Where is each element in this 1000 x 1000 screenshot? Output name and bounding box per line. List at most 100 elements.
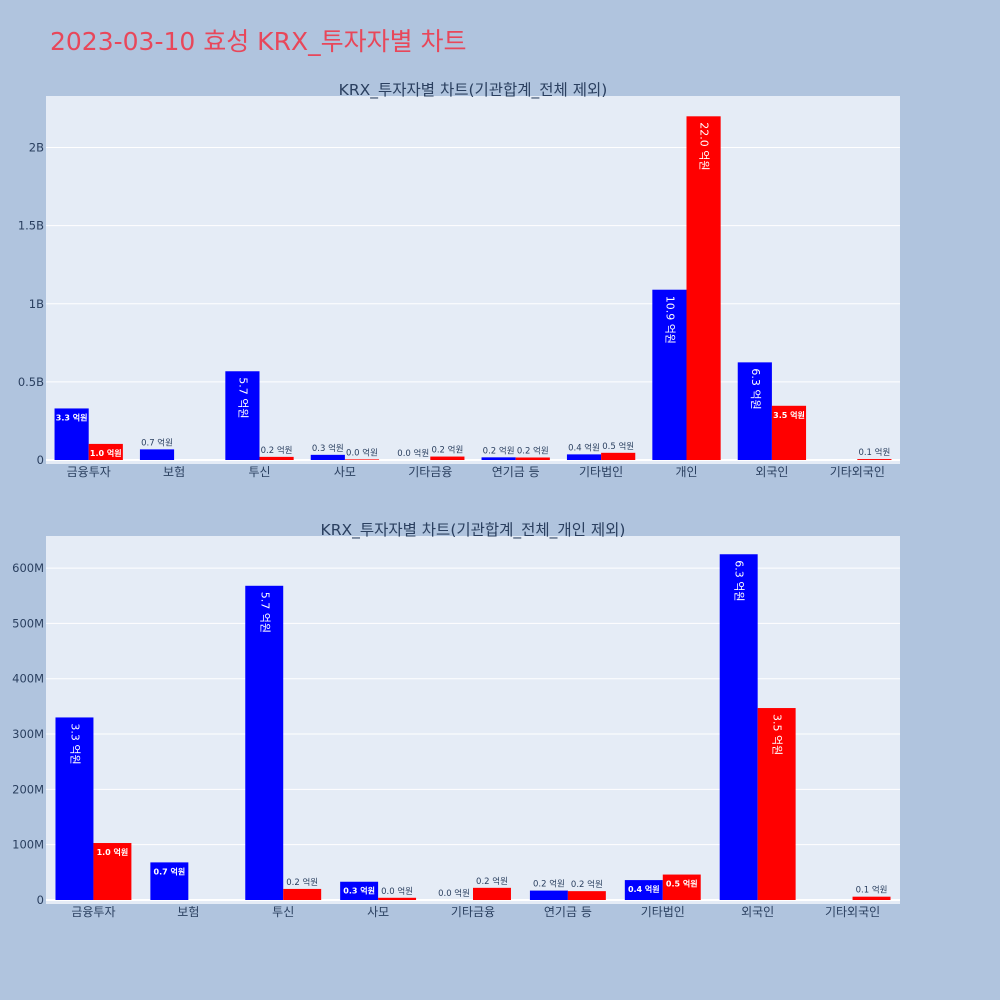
sell-bar	[378, 897, 417, 900]
data-label: 0.3 억원	[312, 443, 344, 454]
x-tick-label: 투신	[248, 465, 270, 479]
y-tick-label: 0	[37, 893, 44, 907]
sell-bar	[857, 459, 892, 460]
data-label: 0.4 억원	[628, 884, 660, 894]
x-tick-label: 기타외국인	[830, 465, 885, 479]
data-label: 0.1 억원	[856, 885, 888, 896]
data-label: 0.2 억원	[286, 877, 318, 888]
y-tick-label: 600M	[12, 561, 44, 575]
data-label: 0.7 억원	[154, 866, 186, 876]
buy-bar	[652, 289, 687, 460]
sell-bar	[430, 456, 465, 460]
y-tick-label: 1B	[29, 297, 44, 311]
sell-bar	[515, 457, 550, 460]
x-tick-label: 금융투자	[67, 465, 111, 479]
y-tick-label: 300M	[12, 727, 44, 741]
buy-bar	[340, 881, 379, 900]
data-label: 0.0 억원	[438, 888, 470, 899]
data-label: 5.7 억원	[236, 377, 249, 418]
page-title: 2023-03-10 효성 KRX_투자자별 차트	[50, 27, 467, 56]
data-label: 0.2 억원	[261, 445, 293, 456]
data-label: 0.0 억원	[397, 448, 429, 459]
sell-bar	[757, 708, 796, 900]
x-tick-label: 연기금 등	[492, 465, 540, 479]
data-label: 3.5 억원	[771, 714, 784, 755]
y-tick-label: 0.5B	[18, 375, 44, 389]
data-label: 3.3 억원	[56, 412, 88, 422]
x-tick-label: 사모	[334, 465, 356, 479]
buy-bar	[245, 585, 284, 900]
sell-bar	[567, 891, 606, 900]
buy-bar	[225, 371, 260, 460]
sell-bar	[662, 874, 701, 900]
x-tick-label: 보험	[177, 905, 199, 919]
data-label: 1.0 억원	[97, 847, 129, 857]
x-tick-label: 기타외국인	[825, 905, 880, 919]
x-tick-label: 개인	[675, 465, 697, 479]
x-tick-label: 연기금 등	[544, 905, 592, 919]
buy-bar	[566, 454, 602, 460]
sell-bar	[473, 887, 511, 900]
buy-bar	[529, 890, 568, 900]
data-label: 0.2 억원	[517, 446, 549, 457]
sell-bar	[601, 452, 636, 460]
y-tick-label: 400M	[12, 672, 44, 686]
data-label: 0.7 억원	[141, 437, 173, 448]
sell-bar	[771, 405, 807, 460]
x-tick-label: 외국인	[741, 905, 774, 919]
buy-bar	[54, 408, 89, 460]
y-tick-label: 0	[37, 453, 44, 467]
data-label: 6.3 억원	[733, 560, 746, 601]
chart-title: KRX_투자자별 차트(기관합계_전체 제외)	[339, 81, 608, 100]
buy-bar	[139, 449, 175, 460]
data-label: 22.0 억원	[698, 122, 711, 170]
data-label: 0.2 억원	[431, 445, 463, 456]
buy-bar	[150, 862, 189, 900]
y-tick-label: 500M	[12, 616, 44, 630]
sell-bar	[852, 896, 891, 900]
data-label: 0.2 억원	[476, 876, 508, 887]
x-tick-label: 외국인	[755, 465, 788, 479]
buy-bar	[737, 362, 772, 460]
sell-bar	[88, 443, 123, 460]
data-label: 0.3 억원	[343, 886, 375, 896]
x-tick-label: 기타금융	[451, 905, 495, 919]
data-label: 0.5 억원	[666, 879, 698, 889]
y-tick-label: 2B	[29, 141, 44, 155]
buy-bar	[310, 454, 345, 460]
x-tick-label: 사모	[367, 905, 389, 919]
data-label: 0.2 억원	[533, 879, 565, 890]
data-label: 5.7 억원	[258, 592, 271, 633]
x-tick-label: 기타법인	[579, 465, 623, 479]
data-label: 0.5 억원	[602, 441, 634, 452]
x-tick-label: 기타금융	[408, 465, 452, 479]
buy-bar	[55, 717, 94, 900]
data-label: 1.0 억원	[90, 448, 122, 458]
sell-bar	[283, 888, 322, 900]
y-tick-label: 100M	[12, 838, 44, 852]
data-label: 3.3 억원	[68, 723, 81, 764]
data-label: 6.3 억원	[749, 368, 762, 409]
x-tick-label: 보험	[163, 465, 185, 479]
buy-bar	[719, 554, 758, 900]
data-label: 0.0 억원	[381, 886, 413, 897]
data-label: 0.4 억원	[568, 442, 600, 453]
y-tick-label: 1.5B	[18, 219, 44, 233]
sell-bar	[686, 116, 721, 460]
data-label: 0.2 억원	[483, 445, 515, 456]
x-tick-label: 금융투자	[71, 905, 115, 919]
buy-bar	[481, 457, 516, 460]
x-tick-label: 기타법인	[641, 905, 685, 919]
data-label: 0.2 억원	[571, 879, 603, 890]
chart-title: KRX_투자자별 차트(기관합계_전체_개인 제외)	[321, 521, 626, 540]
data-label: 3.5 억원	[773, 410, 805, 420]
buy-bar	[624, 880, 663, 900]
y-tick-label: 200M	[12, 782, 44, 796]
data-label: 0.0 억원	[346, 447, 378, 458]
x-tick-label: 투신	[272, 905, 294, 919]
data-label: 10.9 억원	[663, 296, 676, 344]
sell-bar	[259, 456, 294, 460]
sell-bar	[344, 459, 380, 460]
sell-bar	[93, 843, 132, 900]
